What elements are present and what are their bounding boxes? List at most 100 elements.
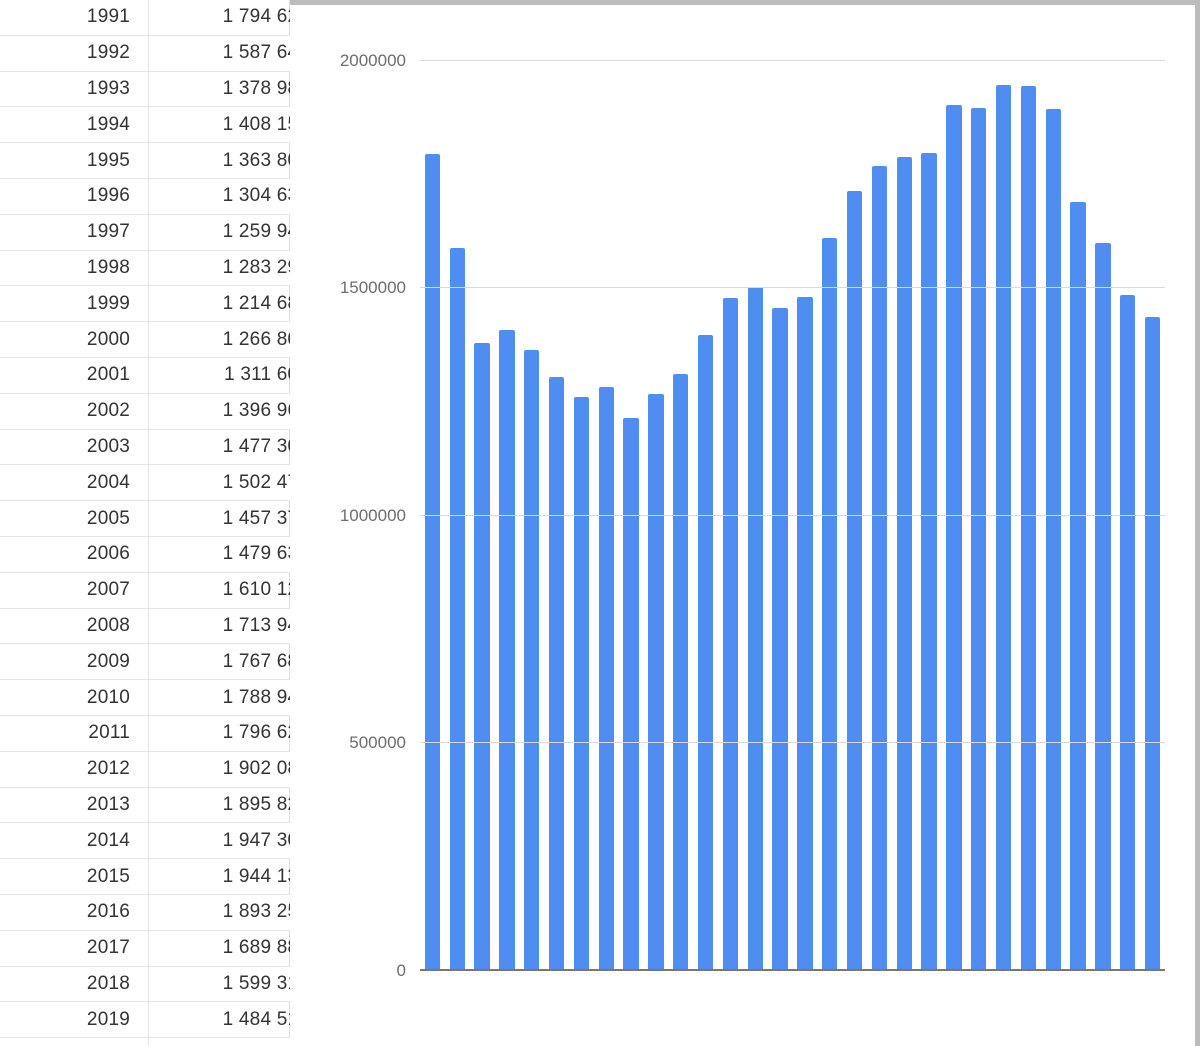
table-row: 19941 408 159 xyxy=(0,107,319,143)
bar xyxy=(921,153,936,971)
year-cell: 2019 xyxy=(0,1002,149,1038)
table-row: 20011 311 604 xyxy=(0,357,319,393)
year-cell: 2011 xyxy=(0,715,149,751)
table-row: 19921 587 644 xyxy=(0,35,319,71)
bar xyxy=(574,397,589,971)
year-cell: 2005 xyxy=(0,501,149,537)
table-row: 20111 796 629 xyxy=(0,715,319,751)
year-cell: 2020 xyxy=(0,1038,149,1046)
table-row: 20071 610 122 xyxy=(0,572,319,608)
bar xyxy=(524,350,539,971)
table-row: 19961 304 638 xyxy=(0,178,319,214)
chart-wrap: 0 500000 1000000 1500000 2000000 xyxy=(290,0,1200,1046)
chart-inner: 0 500000 1000000 1500000 2000000 xyxy=(290,5,1195,1046)
year-cell: 2018 xyxy=(0,966,149,1002)
table-row: 20181 599 316 xyxy=(0,966,319,1002)
bar xyxy=(450,248,465,971)
year-cell: 2003 xyxy=(0,429,149,465)
year-cell: 2014 xyxy=(0,823,149,859)
x-axis-baseline xyxy=(420,969,1165,971)
data-table: 19911 794 62619921 587 64419931 378 9831… xyxy=(0,0,319,1046)
year-cell: 1998 xyxy=(0,250,149,286)
plot-area: 0500000100000015000002000000 xyxy=(420,15,1165,971)
table-row: 19951 363 806 xyxy=(0,143,319,179)
bar xyxy=(897,157,912,971)
year-cell: 1999 xyxy=(0,286,149,322)
table-row: 20091 767 687 xyxy=(0,644,319,680)
year-cell: 2000 xyxy=(0,322,149,358)
year-cell: 2006 xyxy=(0,536,149,572)
table-row: 20061 479 637 xyxy=(0,536,319,572)
year-cell: 2017 xyxy=(0,930,149,966)
table-row: 20151 944 136 xyxy=(0,859,319,895)
bar xyxy=(648,394,663,971)
bar xyxy=(1021,86,1036,971)
table-row: 20001 266 800 xyxy=(0,322,319,358)
year-cell: 2012 xyxy=(0,751,149,787)
y-axis-label: 1000000 xyxy=(340,506,420,526)
table-row: 19971 259 943 xyxy=(0,214,319,250)
bar xyxy=(599,387,614,971)
gridline xyxy=(420,515,1165,516)
bar xyxy=(822,238,837,971)
table-row: 20171 689 884 xyxy=(0,930,319,966)
bar xyxy=(748,287,763,971)
table-row: 20021 396 967 xyxy=(0,393,319,429)
year-cell: 2001 xyxy=(0,357,149,393)
year-cell: 1992 xyxy=(0,35,149,71)
year-cell: 2016 xyxy=(0,894,149,930)
year-cell: 1993 xyxy=(0,71,149,107)
bars-layer xyxy=(420,15,1165,971)
table-row: 19981 283 292 xyxy=(0,250,319,286)
year-cell: 1991 xyxy=(0,0,149,35)
bar xyxy=(474,343,489,971)
y-axis-label: 2000000 xyxy=(340,51,420,71)
table-row: 20081 713 947 xyxy=(0,608,319,644)
year-cell: 2008 xyxy=(0,608,149,644)
year-cell: 1997 xyxy=(0,214,149,250)
data-table-body: 19911 794 62619921 587 64419931 378 9831… xyxy=(0,0,319,1046)
year-cell: 2013 xyxy=(0,787,149,823)
bar xyxy=(698,335,713,971)
year-cell: 1994 xyxy=(0,107,149,143)
bar xyxy=(673,374,688,971)
bar xyxy=(797,297,812,971)
table-row: 20191 484 517 xyxy=(0,1002,319,1038)
table-row: 20031 477 301 xyxy=(0,429,319,465)
y-axis-label: 1500000 xyxy=(340,278,420,298)
table-row: 20141 947 301 xyxy=(0,823,319,859)
gridline xyxy=(420,60,1165,61)
gridline xyxy=(420,287,1165,288)
bar xyxy=(772,308,787,971)
y-axis-label: 0 xyxy=(397,961,420,981)
year-cell: 2004 xyxy=(0,465,149,501)
gridline xyxy=(420,742,1165,743)
bar xyxy=(847,191,862,971)
bar xyxy=(1120,295,1135,971)
table-row: 19911 794 626 xyxy=(0,0,319,35)
year-cell: 2015 xyxy=(0,859,149,895)
table-row: 20051 457 376 xyxy=(0,501,319,537)
table-row: 20101 788 948 xyxy=(0,680,319,716)
table-row: 20041 502 477 xyxy=(0,465,319,501)
data-table-wrap: 19911 794 62619921 587 64419931 378 9831… xyxy=(0,0,290,1046)
bar xyxy=(549,377,564,971)
bar xyxy=(996,85,1011,971)
table-row: 20161 893 256 xyxy=(0,894,319,930)
app-root: 19911 794 62619921 587 64419931 378 9831… xyxy=(0,0,1200,1046)
bar xyxy=(946,105,961,971)
table-row: 19991 214 689 xyxy=(0,286,319,322)
bar xyxy=(971,108,986,971)
bar xyxy=(623,418,638,971)
bar xyxy=(1046,109,1061,971)
y-axis-label: 500000 xyxy=(349,733,420,753)
table-row: 20121 902 084 xyxy=(0,751,319,787)
year-cell: 1995 xyxy=(0,143,149,179)
table-row: 19931 378 983 xyxy=(0,71,319,107)
table-row: 20201 435 800. xyxy=(0,1038,319,1046)
year-cell: 2009 xyxy=(0,644,149,680)
year-cell: 2002 xyxy=(0,393,149,429)
bar xyxy=(499,330,514,971)
bar xyxy=(723,298,738,971)
year-cell: 2010 xyxy=(0,680,149,716)
